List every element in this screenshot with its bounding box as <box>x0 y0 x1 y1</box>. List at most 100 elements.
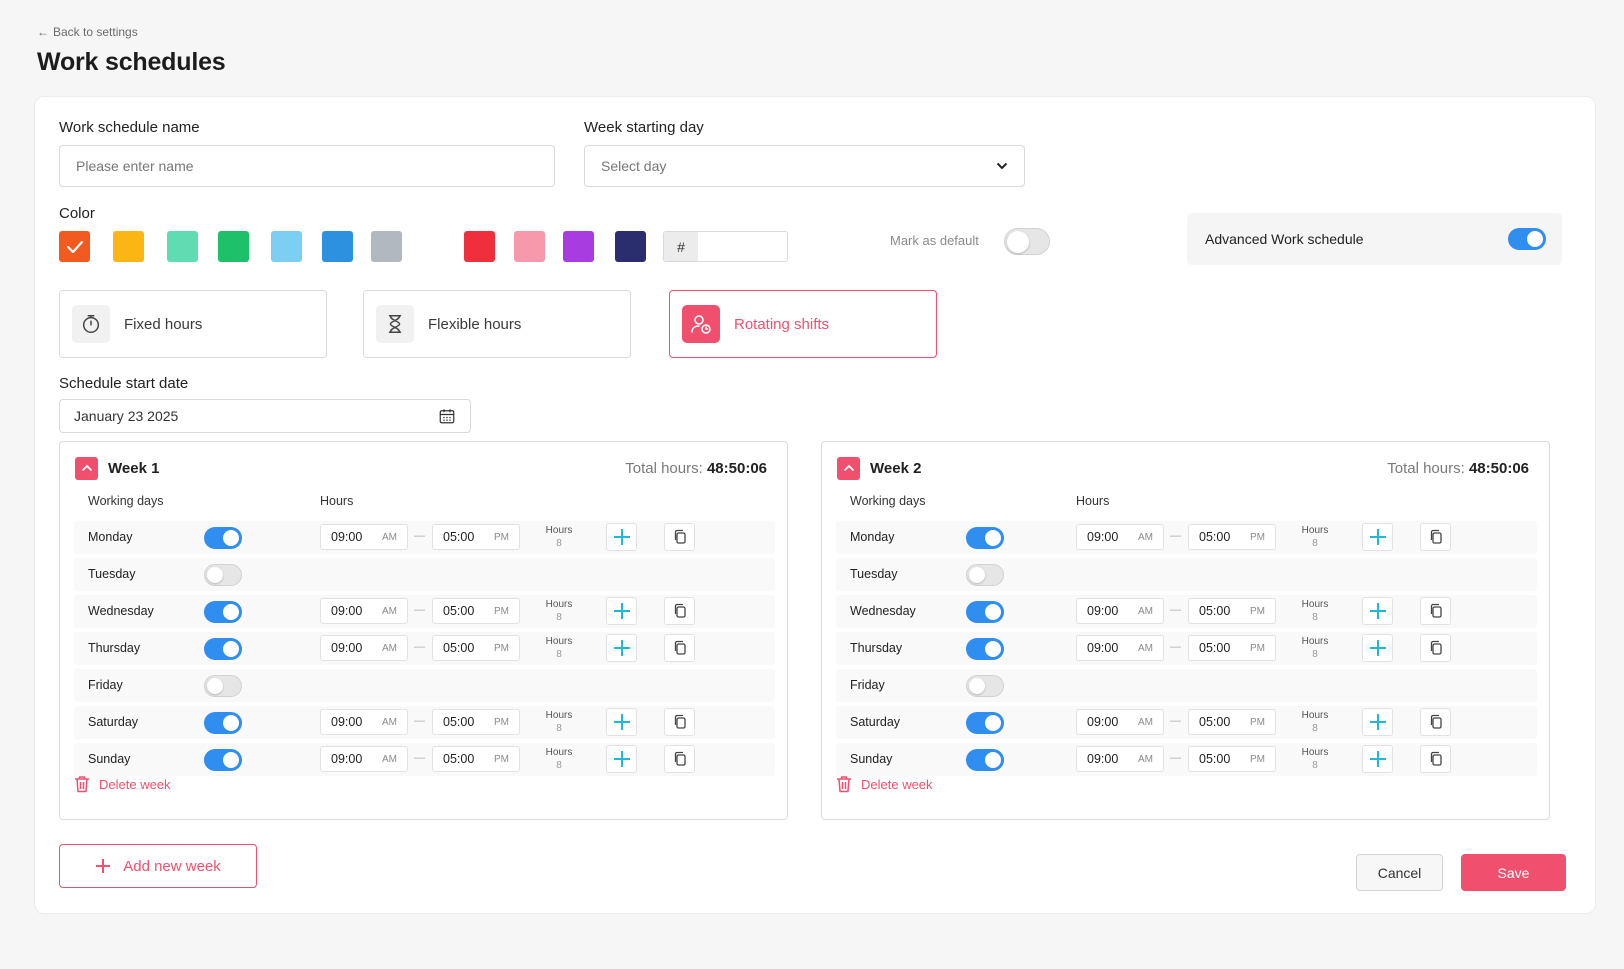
hours-total: Hours 8 <box>1295 632 1335 661</box>
end-time-input[interactable]: 05:00 PM <box>432 524 520 550</box>
copy-day-button[interactable] <box>664 708 695 736</box>
color-swatch[interactable] <box>59 231 90 262</box>
save-button[interactable]: Save <box>1461 854 1566 891</box>
type-fixed-hours[interactable]: Fixed hours <box>59 290 327 358</box>
total-value: 48:50:06 <box>706 459 767 477</box>
hours-label: Hours <box>545 710 573 721</box>
end-time-input[interactable]: 05:00 PM <box>432 598 520 624</box>
color-swatch[interactable] <box>371 231 402 262</box>
hex-input[interactable]: # <box>663 231 788 262</box>
color-swatch[interactable] <box>271 231 302 262</box>
name-input[interactable]: Please enter name <box>59 145 555 187</box>
add-shift-button[interactable] <box>1362 708 1393 736</box>
copy-day-button[interactable] <box>1420 708 1451 736</box>
end-time-input[interactable]: 05:00 PM <box>1188 746 1276 772</box>
start-time-input[interactable]: 09:00 AM <box>320 709 408 735</box>
advanced-toggle[interactable] <box>1508 228 1546 250</box>
color-swatch[interactable] <box>464 231 495 262</box>
start-time-input[interactable]: 09:00 AM <box>320 524 408 550</box>
type-rotating-shifts[interactable]: Rotating shifts <box>669 290 937 358</box>
back-link[interactable]: ← Back to settings <box>37 25 138 39</box>
copy-day-button[interactable] <box>1420 634 1451 662</box>
hours-label: Hours <box>1301 636 1329 647</box>
day-toggle[interactable] <box>204 712 242 734</box>
add-shift-button[interactable] <box>606 745 637 773</box>
color-swatch[interactable] <box>113 231 144 262</box>
time-separator: — <box>1170 752 1181 764</box>
color-swatch[interactable] <box>322 231 353 262</box>
cancel-button[interactable]: Cancel <box>1356 854 1443 891</box>
color-swatch[interactable] <box>615 231 646 262</box>
end-time-input[interactable]: 05:00 PM <box>1188 635 1276 661</box>
copy-day-button[interactable] <box>664 634 695 662</box>
day-toggle[interactable] <box>966 712 1004 734</box>
hours-total: Hours 8 <box>1295 595 1335 624</box>
end-time-input[interactable]: 05:00 PM <box>432 746 520 772</box>
end-ampm: PM <box>1250 753 1265 765</box>
end-time-input[interactable]: 05:00 PM <box>1188 709 1276 735</box>
day-toggle[interactable] <box>966 601 1004 623</box>
color-swatch[interactable] <box>167 231 198 262</box>
col-hours: Hours <box>1076 494 1110 508</box>
day-toggle[interactable] <box>204 638 242 660</box>
add-shift-button[interactable] <box>1362 523 1393 551</box>
add-shift-button[interactable] <box>606 597 637 625</box>
end-ampm: PM <box>494 716 509 728</box>
add-shift-button[interactable] <box>1362 597 1393 625</box>
color-swatch[interactable] <box>218 231 249 262</box>
day-name: Thursday <box>88 641 141 655</box>
plus-icon <box>612 749 632 769</box>
add-shift-button[interactable] <box>606 708 637 736</box>
add-week-label: Add new week <box>123 857 221 875</box>
day-toggle[interactable] <box>966 749 1004 771</box>
add-shift-button[interactable] <box>1362 745 1393 773</box>
end-time-input[interactable]: 05:00 PM <box>1188 524 1276 550</box>
end-time-input[interactable]: 05:00 PM <box>1188 598 1276 624</box>
add-week-button[interactable]: Add new week <box>59 844 257 888</box>
day-toggle[interactable] <box>966 675 1004 697</box>
mark-default-toggle[interactable] <box>1004 228 1050 255</box>
start-time-input[interactable]: 09:00 AM <box>320 635 408 661</box>
copy-icon <box>1429 603 1443 619</box>
start-time-input[interactable]: 09:00 AM <box>320 598 408 624</box>
day-toggle[interactable] <box>204 601 242 623</box>
color-swatch[interactable] <box>514 231 545 262</box>
day-toggle[interactable] <box>204 564 242 586</box>
copy-day-button[interactable] <box>1420 523 1451 551</box>
add-shift-button[interactable] <box>606 634 637 662</box>
add-shift-button[interactable] <box>606 523 637 551</box>
delete-week-button[interactable]: Delete week <box>74 775 171 793</box>
add-shift-button[interactable] <box>1362 634 1393 662</box>
start-time-input[interactable]: 09:00 AM <box>1076 746 1164 772</box>
copy-day-button[interactable] <box>1420 597 1451 625</box>
day-toggle[interactable] <box>966 527 1004 549</box>
collapse-week-button[interactable] <box>75 456 98 480</box>
day-toggle[interactable] <box>966 564 1004 586</box>
day-row: Tuesday <box>74 558 775 591</box>
end-time-input[interactable]: 05:00 PM <box>432 709 520 735</box>
start-time-input[interactable]: 09:00 AM <box>1076 635 1164 661</box>
plus-icon <box>1368 712 1388 732</box>
day-toggle[interactable] <box>204 675 242 697</box>
start-time-input[interactable]: 09:00 AM <box>1076 709 1164 735</box>
day-toggle[interactable] <box>204 527 242 549</box>
start-date-input[interactable]: January 23 2025 <box>59 399 471 433</box>
start-time-input[interactable]: 09:00 AM <box>320 746 408 772</box>
copy-day-button[interactable] <box>664 597 695 625</box>
collapse-week-button[interactable] <box>837 456 860 480</box>
week-start-select[interactable]: Select day <box>584 145 1025 187</box>
start-time-input[interactable]: 09:00 AM <box>1076 524 1164 550</box>
copy-day-button[interactable] <box>664 745 695 773</box>
color-swatch[interactable] <box>563 231 594 262</box>
copy-day-button[interactable] <box>1420 745 1451 773</box>
day-toggle[interactable] <box>204 749 242 771</box>
day-toggle[interactable] <box>966 638 1004 660</box>
type-flexible-hours[interactable]: Flexible hours <box>363 290 631 358</box>
copy-day-button[interactable] <box>664 523 695 551</box>
delete-week-button[interactable]: Delete week <box>836 775 933 793</box>
time-separator: — <box>1170 715 1181 727</box>
end-time-input[interactable]: 05:00 PM <box>432 635 520 661</box>
day-name: Tuesday <box>88 567 136 581</box>
end-time: 05:00 <box>1199 715 1231 729</box>
start-time-input[interactable]: 09:00 AM <box>1076 598 1164 624</box>
